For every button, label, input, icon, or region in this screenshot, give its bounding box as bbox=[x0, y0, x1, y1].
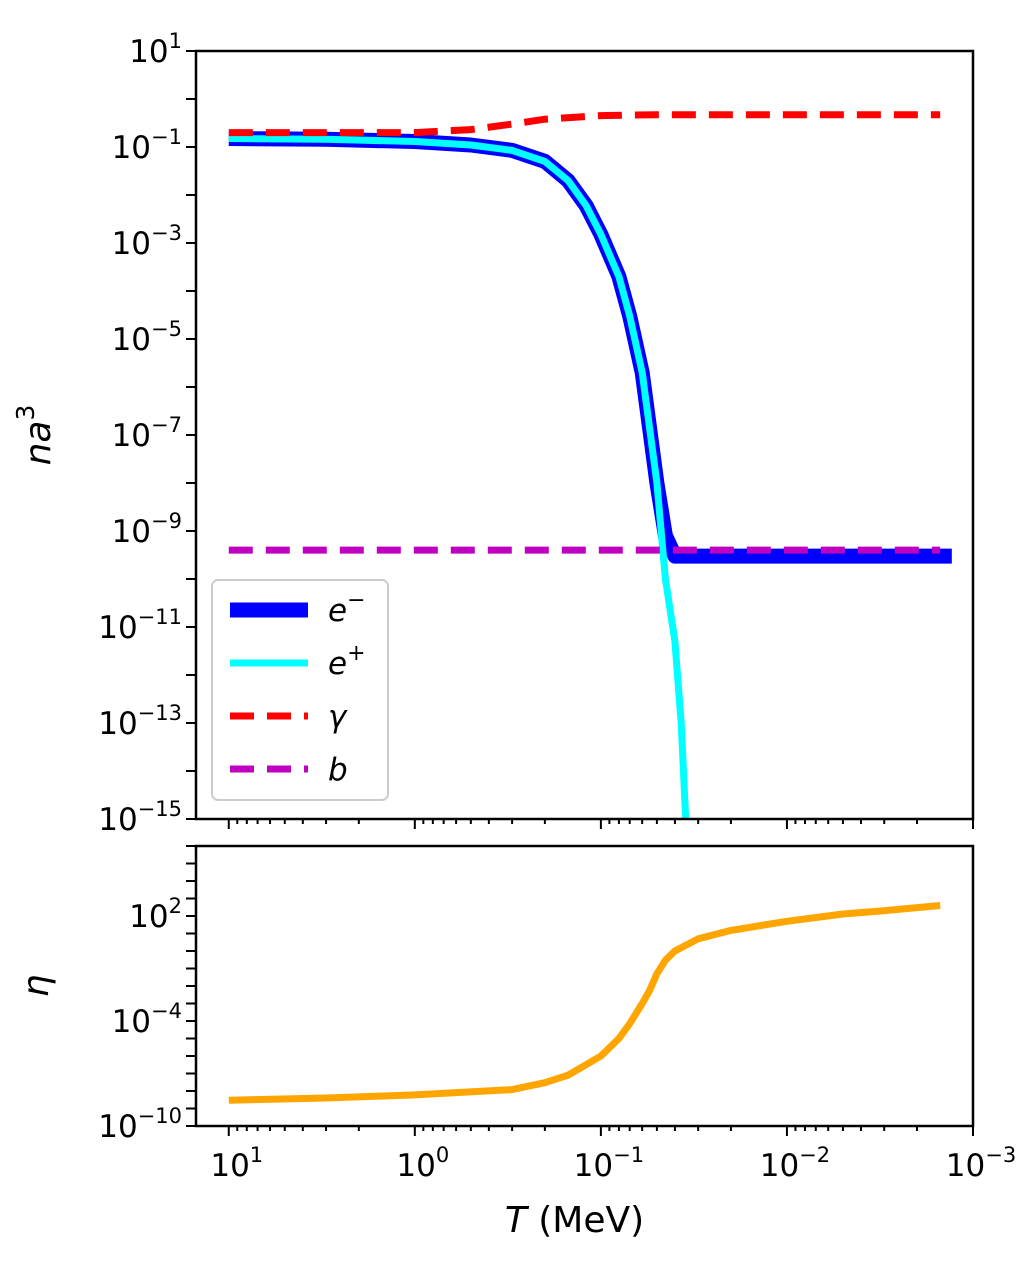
legend-label-2: e+ bbox=[328, 641, 366, 682]
y-tick-label: 10−13 bbox=[98, 701, 182, 742]
y-tick-label: 10−15 bbox=[98, 797, 182, 838]
x-tick-label: 10−2 bbox=[760, 1143, 830, 1184]
x-tick-label: 10−1 bbox=[574, 1143, 644, 1184]
bottom-chart-panel: 102 10−4 10−10 101 100 10−1 10−2 10−3 η T (MeV) bbox=[16, 844, 1016, 1241]
series-group bbox=[228, 902, 941, 1104]
series-line-2 bbox=[228, 135, 690, 819]
y-tick-label: 10−10 bbox=[98, 1104, 182, 1145]
plot-frame bbox=[194, 844, 975, 1128]
legend-label-3: γ bbox=[328, 699, 348, 735]
y-tick-label: 10−9 bbox=[112, 509, 182, 550]
y-tick-label: 102 bbox=[129, 894, 182, 935]
y-tick-label: 10−5 bbox=[112, 317, 182, 358]
x-tick-label: 10−3 bbox=[946, 1143, 1016, 1184]
y-tick-label: 10−1 bbox=[112, 125, 182, 166]
series-line-1 bbox=[228, 902, 941, 1104]
y-axis-label: na3 bbox=[11, 405, 59, 466]
series-line-1 bbox=[228, 131, 952, 564]
y-tick-label: 10−3 bbox=[112, 221, 182, 262]
x-axis-label: T (MeV) bbox=[505, 1200, 644, 1241]
y-tick-label: 101 bbox=[129, 29, 182, 70]
series-group bbox=[228, 111, 952, 819]
top-chart-panel: 101 10−1 10−3 10−5 10−7 10−9 10−11 10−13 10−15 na… bbox=[11, 29, 975, 838]
y-axis-label: η bbox=[16, 975, 57, 998]
legend-box bbox=[211, 579, 389, 801]
y-tick-label: 10−4 bbox=[112, 999, 182, 1040]
legend: e− e+ γb bbox=[211, 579, 389, 801]
x-tick-label: 100 bbox=[396, 1143, 449, 1184]
y-tick-label: 10−11 bbox=[98, 605, 182, 646]
legend-label-1: e− bbox=[328, 588, 366, 629]
y-tick-label: 10−7 bbox=[112, 413, 182, 454]
x-tick-label: 101 bbox=[210, 1143, 263, 1184]
series-line-3 bbox=[228, 111, 941, 137]
legend-label-4: b bbox=[328, 752, 348, 788]
